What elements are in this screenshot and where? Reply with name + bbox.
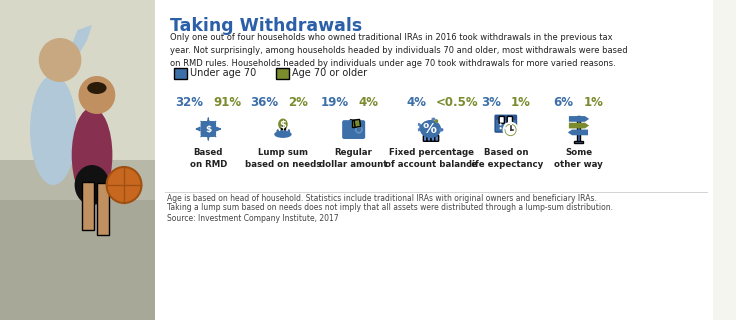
Text: Taking Withdrawals: Taking Withdrawals [169,17,362,35]
Text: Taking a lump sum based on needs does not imply that all assets were distributed: Taking a lump sum based on needs does no… [166,203,612,212]
Text: 4%: 4% [358,95,378,108]
Ellipse shape [280,129,283,133]
Text: Source: Investment Company Institute, 2017: Source: Investment Company Institute, 20… [166,214,339,223]
FancyBboxPatch shape [427,136,431,141]
Circle shape [510,123,512,125]
FancyBboxPatch shape [97,183,108,235]
FancyBboxPatch shape [435,136,439,141]
FancyBboxPatch shape [350,120,355,128]
Circle shape [506,124,516,135]
Circle shape [355,125,363,134]
Ellipse shape [278,118,288,130]
Ellipse shape [30,75,77,185]
Ellipse shape [87,82,107,94]
Text: 1%: 1% [584,95,604,108]
Text: 6%: 6% [553,95,573,108]
FancyBboxPatch shape [0,200,157,320]
FancyBboxPatch shape [0,0,157,160]
Text: $: $ [205,124,211,133]
Text: Some
other way: Some other way [554,148,603,169]
Text: 1%: 1% [511,95,531,108]
FancyBboxPatch shape [0,0,157,320]
Circle shape [442,129,443,131]
Text: %: % [422,122,436,136]
FancyBboxPatch shape [276,68,289,79]
Ellipse shape [420,120,441,138]
Circle shape [500,123,502,125]
Ellipse shape [288,129,290,133]
Circle shape [439,129,441,131]
FancyBboxPatch shape [577,116,580,142]
FancyBboxPatch shape [423,136,428,141]
Circle shape [39,38,82,82]
Text: Only one out of four households who owned traditional IRAs in 2016 took withdraw: Only one out of four households who owne… [169,33,627,68]
Text: 91%: 91% [213,95,241,108]
Text: <0.5%: <0.5% [436,95,478,108]
FancyBboxPatch shape [495,115,517,133]
Text: Age is based on head of household. Statistics include traditional IRAs with orig: Age is based on head of household. Stati… [166,194,597,203]
Circle shape [505,127,507,129]
Text: 32%: 32% [175,95,203,108]
Text: Based on
life expectancy: Based on life expectancy [469,148,543,169]
Polygon shape [569,123,589,128]
Text: 36%: 36% [250,95,278,108]
Text: Under age 70: Under age 70 [190,68,256,78]
FancyBboxPatch shape [342,120,365,139]
FancyBboxPatch shape [353,120,358,127]
Circle shape [357,127,361,132]
Ellipse shape [277,129,279,133]
Text: Regular
dollar amount: Regular dollar amount [319,148,388,169]
Circle shape [503,123,517,137]
Text: 2%: 2% [288,95,308,108]
Circle shape [107,167,141,203]
Circle shape [434,119,438,123]
Ellipse shape [275,131,291,138]
Text: Based
on RMD: Based on RMD [190,148,227,169]
Polygon shape [569,116,589,122]
Text: $: $ [280,120,286,130]
Ellipse shape [284,129,286,133]
FancyBboxPatch shape [507,116,512,123]
Polygon shape [66,25,92,65]
FancyBboxPatch shape [155,0,713,320]
Circle shape [510,127,512,129]
FancyBboxPatch shape [499,116,504,123]
Polygon shape [567,130,588,135]
Text: Lump sum
based on needs: Lump sum based on needs [245,148,321,169]
Ellipse shape [439,128,444,132]
Text: Age 70 or older: Age 70 or older [291,68,367,78]
FancyBboxPatch shape [354,119,361,127]
FancyBboxPatch shape [574,141,582,143]
FancyBboxPatch shape [431,136,435,141]
FancyBboxPatch shape [281,125,285,129]
FancyBboxPatch shape [202,122,215,136]
FancyBboxPatch shape [496,119,516,131]
Text: Fixed percentage
of account balance: Fixed percentage of account balance [385,148,477,169]
Text: 4%: 4% [406,95,426,108]
Circle shape [505,123,507,125]
Ellipse shape [431,118,436,121]
Ellipse shape [71,108,113,203]
Text: 3%: 3% [481,95,501,108]
FancyBboxPatch shape [82,182,94,230]
Circle shape [500,127,502,129]
FancyBboxPatch shape [174,68,187,79]
Text: 19%: 19% [321,95,349,108]
Circle shape [79,76,116,114]
Ellipse shape [74,165,110,205]
